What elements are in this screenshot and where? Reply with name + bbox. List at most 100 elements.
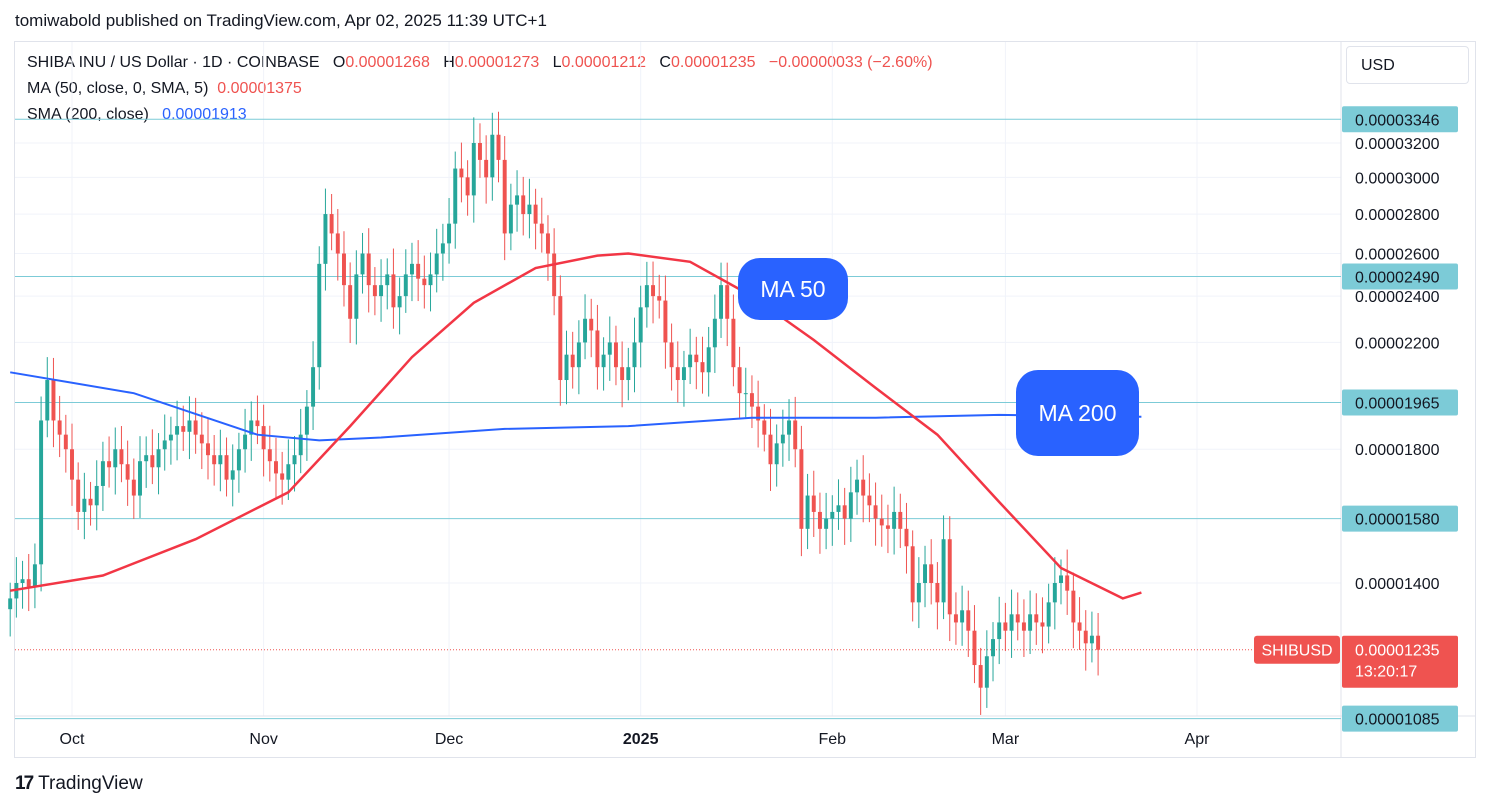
candle-body-130 xyxy=(811,495,816,512)
candle-body-76 xyxy=(477,143,482,160)
legend-c-label: C xyxy=(659,54,671,71)
candle-body-68 xyxy=(428,274,433,286)
x-tick-label-1: Nov xyxy=(249,731,277,748)
candle-body-153 xyxy=(953,614,958,623)
y-tick-label-1: 0.00003000 xyxy=(1355,170,1440,187)
candle-body-28 xyxy=(181,426,186,432)
level-label-bg-0 xyxy=(1342,106,1458,133)
candle-body-110 xyxy=(688,354,693,368)
countdown-label: 13:20:17 xyxy=(1355,664,1417,681)
legend-sma200[interactable]: SMA (200, close) 0.00001913 xyxy=(27,106,247,124)
level-label-2: 0.00001965 xyxy=(1355,396,1440,413)
candle-body-167 xyxy=(1040,622,1045,627)
candle-body-92 xyxy=(576,342,581,368)
candle-body-133 xyxy=(830,511,835,519)
candle-body-95 xyxy=(595,330,600,368)
candle-body-156 xyxy=(972,630,977,666)
legend-o-label: O xyxy=(332,54,346,71)
candle-body-139 xyxy=(867,495,872,506)
candle-body-169 xyxy=(1052,583,1057,603)
symbol-tag-label: SHIBUSD xyxy=(1261,643,1332,660)
candle-body-42 xyxy=(267,449,272,462)
candle-body-38 xyxy=(243,434,248,450)
last-price-label: 0.00001235 xyxy=(1355,643,1440,660)
candle-body-22 xyxy=(144,455,149,462)
candle-body-17 xyxy=(113,449,118,468)
candle-body-53 xyxy=(335,233,340,254)
candle-body-67 xyxy=(422,278,427,286)
legend-close: 0.00001235 xyxy=(670,54,756,71)
candle-body-70 xyxy=(440,243,445,254)
candle-body-126 xyxy=(787,420,792,435)
last-price-bg xyxy=(1342,635,1458,688)
legend-open: 0.00001268 xyxy=(345,54,430,71)
candle-body-98 xyxy=(613,342,618,368)
candle-body-37 xyxy=(236,449,241,471)
candle-body-6 xyxy=(45,380,50,421)
callout-ma50-label: MA 50 xyxy=(760,276,825,302)
candle-body-88 xyxy=(552,253,557,297)
candle-body-80 xyxy=(502,159,507,234)
candle-body-31 xyxy=(199,434,204,444)
candle-body-32 xyxy=(206,443,210,456)
candle-body-127 xyxy=(793,420,798,450)
candle-body-99 xyxy=(620,367,625,381)
candle-body-71 xyxy=(447,223,452,244)
candle-body-30 xyxy=(193,420,198,435)
candle-body-20 xyxy=(131,479,136,496)
currency-selector[interactable]: USD xyxy=(1346,46,1469,84)
candle-body-142 xyxy=(885,525,890,529)
candle-body-84 xyxy=(527,204,532,215)
legend-sma200-label: SMA (200, close) xyxy=(27,106,149,123)
candle-body-44 xyxy=(280,473,285,480)
candle-body-16 xyxy=(107,461,112,468)
candle-body-19 xyxy=(125,464,130,480)
level-label-bg-1 xyxy=(1342,263,1458,290)
candle-body-90 xyxy=(564,354,569,381)
y-tick-label-6: 0.00001800 xyxy=(1355,442,1440,459)
candle-body-172 xyxy=(1071,590,1076,623)
tradingview-brand: TradingView xyxy=(38,773,143,794)
x-tick-label-3: 2025 xyxy=(623,731,659,748)
candle-body-155 xyxy=(966,610,971,631)
ma50-line xyxy=(9,252,1142,600)
candle-body-25 xyxy=(162,440,167,450)
candle-body-50 xyxy=(317,263,322,368)
candle-body-97 xyxy=(607,342,612,355)
y-tick-label-4: 0.00002400 xyxy=(1355,289,1440,306)
x-tick-label-0: Oct xyxy=(60,731,85,748)
legend-l-label: L xyxy=(552,54,562,71)
candle-body-121 xyxy=(756,406,761,421)
candle-body-43 xyxy=(274,461,278,474)
candle-body-13 xyxy=(88,498,93,506)
candle-body-144 xyxy=(898,511,903,529)
candle-body-136 xyxy=(848,492,853,519)
candle-body-140 xyxy=(873,505,878,519)
candle-body-160 xyxy=(997,622,1002,640)
candle-body-60 xyxy=(379,285,384,297)
candle-body-168 xyxy=(1046,602,1051,627)
candle-body-162 xyxy=(1009,614,1014,631)
candle-body-72 xyxy=(453,168,458,224)
candle-body-41 xyxy=(261,426,266,450)
candle-body-8 xyxy=(57,420,62,435)
candle-body-113 xyxy=(706,347,711,373)
candle-body-109 xyxy=(681,367,686,381)
chart-frame[interactable] xyxy=(14,41,1476,758)
candle-body-7 xyxy=(51,380,56,421)
candle-body-39 xyxy=(249,420,254,435)
candle-body-174 xyxy=(1083,630,1088,644)
candle-body-82 xyxy=(515,195,520,205)
level-label-4: 0.00001085 xyxy=(1355,712,1440,729)
candle-body-147 xyxy=(916,583,921,603)
candle-body-36 xyxy=(230,470,235,480)
publisher-line: tomiwabold published on TradingView.com,… xyxy=(15,11,547,30)
candle-body-24 xyxy=(156,449,161,468)
candle-body-112 xyxy=(700,362,705,373)
candle-body-150 xyxy=(935,583,940,603)
candle-body-165 xyxy=(1028,614,1033,631)
candle-body-102 xyxy=(638,307,643,343)
candle-body-79 xyxy=(496,134,501,160)
candle-body-12 xyxy=(82,498,87,512)
tradingview-logo[interactable]: 17 TradingView xyxy=(15,773,143,795)
